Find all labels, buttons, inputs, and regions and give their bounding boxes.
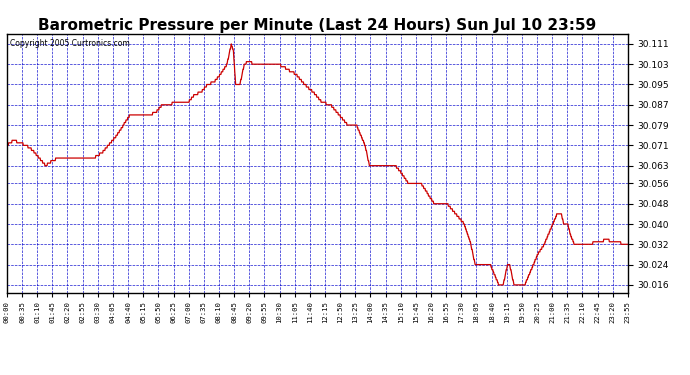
- Title: Barometric Pressure per Minute (Last 24 Hours) Sun Jul 10 23:59: Barometric Pressure per Minute (Last 24 …: [38, 18, 597, 33]
- Text: Copyright 2005 Curtronics.com: Copyright 2005 Curtronics.com: [10, 39, 130, 48]
